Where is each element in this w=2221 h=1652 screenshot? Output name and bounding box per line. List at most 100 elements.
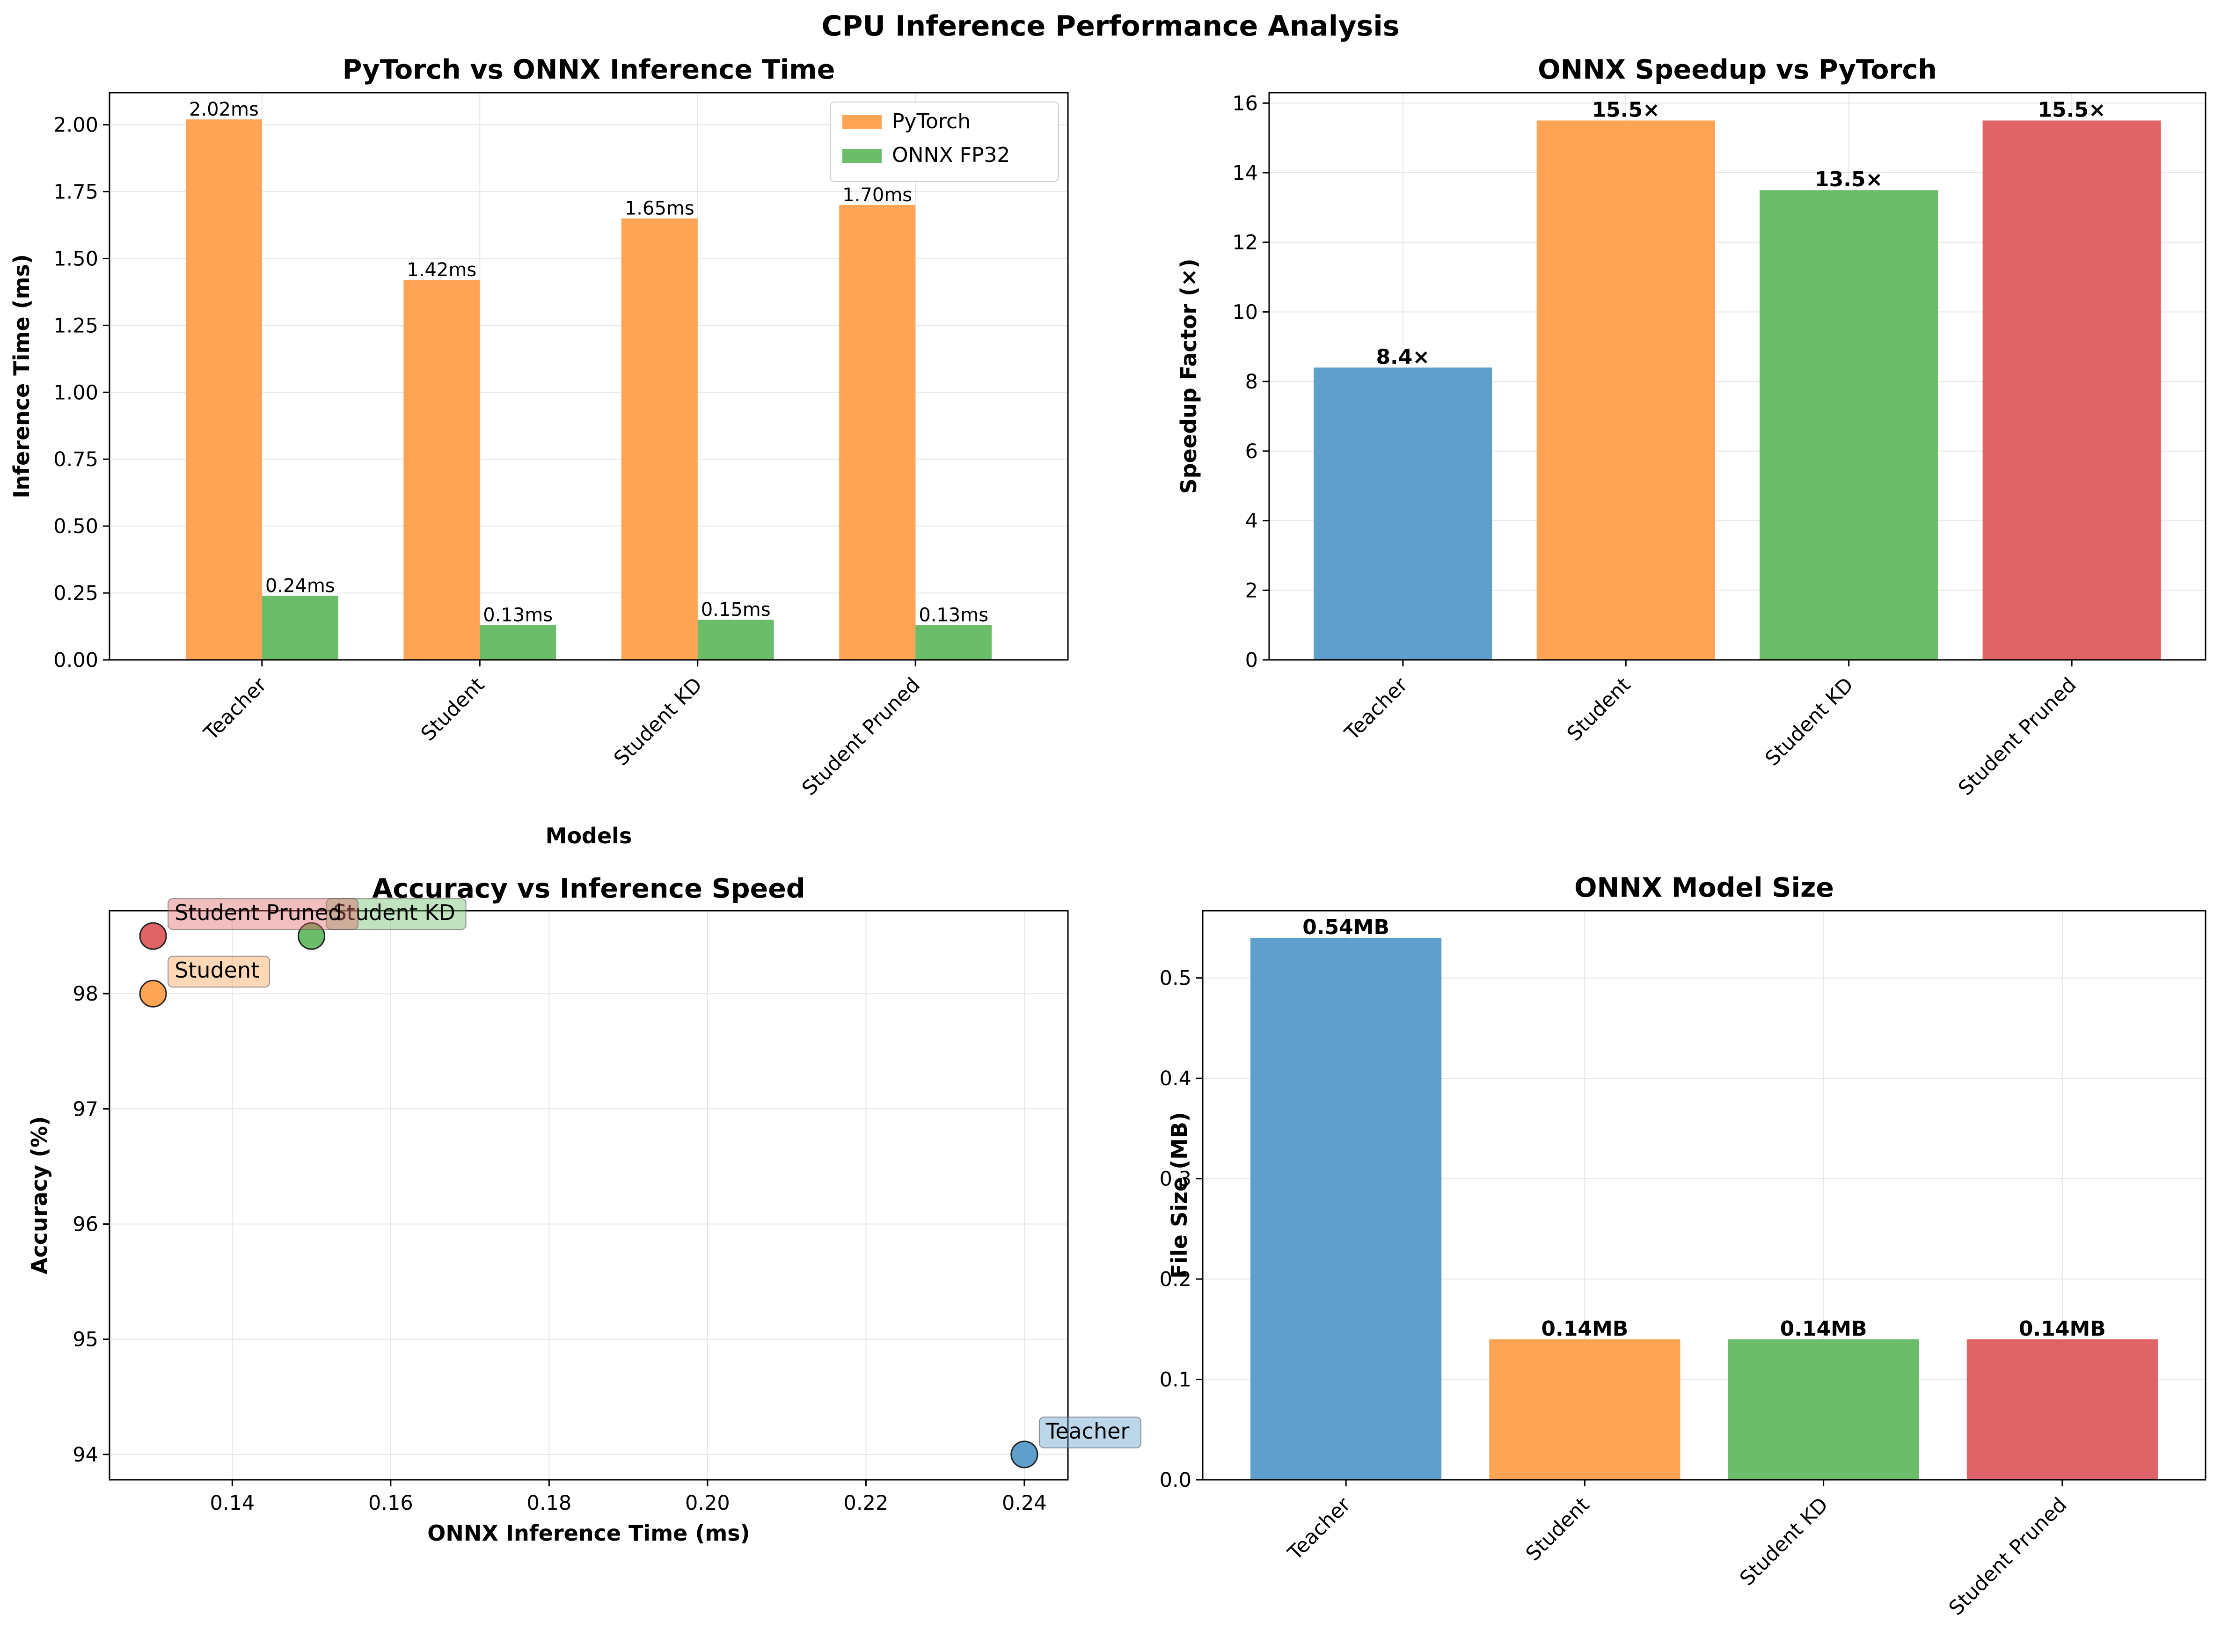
bar-value-label: 1.42ms <box>407 259 476 281</box>
y-tick-label: 0.1 <box>1160 1368 1191 1392</box>
bar-value-label: 0.15ms <box>701 599 771 621</box>
legend-frame <box>830 102 1059 182</box>
scatter-point <box>1010 1440 1038 1469</box>
bar <box>1728 1339 1919 1480</box>
point-label: Student Pruned <box>175 900 342 925</box>
bar-onnx-fp32 <box>697 620 774 660</box>
bar-value-label: 0.14MB <box>1541 1317 1628 1341</box>
chart-title: ONNX Speedup vs PyTorch <box>1538 54 1937 85</box>
bar-value-label: 15.5× <box>1592 98 1660 122</box>
x-tick-label: 0.22 <box>844 1491 889 1515</box>
y-tick-label: 14 <box>1232 161 1258 185</box>
bar <box>1760 190 1938 660</box>
bar-value-label: 1.70ms <box>842 184 912 206</box>
scatter-point <box>139 922 167 950</box>
axes-frame <box>1202 910 2206 1481</box>
chart-speedup: 0 2 4 6 8 10 12 14 16 Speedup Factor (×) 8.4× 15.5×… <box>1176 54 2206 800</box>
y-tick-label: 1.75 <box>53 181 98 204</box>
y-tick-label: 95 <box>73 1328 98 1352</box>
chart-title: Accuracy vs Inference Speed <box>372 873 805 904</box>
bar-value-label: 0.14MB <box>2019 1317 2106 1341</box>
bar-value-label: 1.65ms <box>625 198 694 219</box>
bar-value-label: 8.4× <box>1376 345 1430 369</box>
bar-pytorch <box>621 218 698 660</box>
bar <box>1489 1339 1680 1480</box>
y-tick-label: 8 <box>1245 370 1258 394</box>
bar <box>1250 937 1442 1480</box>
figure-title: CPU Inference Performance Analysis <box>822 10 1400 43</box>
axes-frame <box>109 92 1069 661</box>
bar-pytorch <box>839 205 916 660</box>
y-tick-label: 0.25 <box>53 582 98 605</box>
bar <box>1982 120 2161 660</box>
y-axis-label: Speedup Factor (×) <box>1176 259 1201 494</box>
bar-onnx-fp32 <box>915 625 992 660</box>
legend-swatch <box>842 115 882 129</box>
y-tick-label: 1.25 <box>53 314 98 337</box>
x-tick-label: 0.18 <box>526 1491 571 1515</box>
y-tick-label: 12 <box>1232 231 1258 255</box>
y-tick-label: 10 <box>1232 300 1258 324</box>
legend-entry: PyTorch <box>892 110 971 133</box>
y-axis-label: File Size (MB) <box>1167 1112 1192 1279</box>
y-tick-label: 0.75 <box>53 448 98 471</box>
bar-value-label: 13.5× <box>1815 168 1883 191</box>
bar-onnx-fp32 <box>262 595 338 660</box>
y-tick-label: 4 <box>1245 510 1258 533</box>
point-label-box <box>168 898 359 930</box>
axes-frame <box>1268 92 2206 661</box>
x-tick-label: 0.24 <box>1002 1491 1047 1515</box>
y-tick-label: 94 <box>73 1443 98 1467</box>
y-tick-label: 98 <box>73 982 98 1006</box>
bar <box>1314 367 1492 660</box>
bar-pytorch <box>185 119 262 660</box>
chart-accuracy-speed: 94 95 96 97 98 Accuracy (%) 0.14 0.16 0.18 0.20 0.… <box>27 873 1141 1546</box>
bar-pytorch <box>403 280 480 660</box>
x-axis-label: Models <box>546 823 632 848</box>
x-tick-label: 0.14 <box>210 1491 255 1515</box>
bar-value-label: 0.14MB <box>1780 1317 1867 1341</box>
bar-value-label: 0.54MB <box>1302 915 1389 939</box>
y-axis-label: Inference Time (ms) <box>9 254 34 498</box>
point-label: Student KD <box>333 900 455 925</box>
bar-value-label: 2.02ms <box>189 99 259 120</box>
legend-entry: ONNX FP32 <box>892 143 1010 167</box>
y-axis-label: Accuracy (%) <box>27 1116 52 1274</box>
x-tick-label: 0.16 <box>368 1491 413 1515</box>
y-tick-label: 0.3 <box>1160 1168 1191 1191</box>
y-tick-label: 0.4 <box>1160 1067 1191 1090</box>
bar-value-label: 15.5× <box>2038 98 2105 122</box>
y-tick-label: 0.50 <box>53 515 98 538</box>
point-label-box <box>168 956 270 988</box>
point-label: Teacher <box>1045 1418 1130 1444</box>
y-tick-label: 0.00 <box>53 649 98 672</box>
point-label: Student <box>175 958 259 983</box>
y-tick-label: 16 <box>1232 92 1258 115</box>
y-tick-label: 0 <box>1245 649 1258 672</box>
y-tick-label: 6 <box>1245 440 1258 463</box>
bar <box>1966 1339 2158 1480</box>
y-tick-label: 2 <box>1245 579 1258 602</box>
x-tick-label: 0.20 <box>685 1491 730 1515</box>
y-tick-label: 97 <box>73 1097 98 1121</box>
y-tick-label: 0.5 <box>1160 967 1191 990</box>
legend: PyTorch ONNX FP32 <box>830 102 1059 182</box>
scatter-point <box>139 980 167 1008</box>
bar-value-label: 0.13ms <box>483 605 553 626</box>
axes-frame <box>109 910 1069 1481</box>
y-tick-label: 1.00 <box>53 381 98 404</box>
y-tick-label: 1.50 <box>53 247 98 270</box>
chart-title: ONNX Model Size <box>1574 872 1834 903</box>
legend-swatch <box>842 149 882 163</box>
y-tick-label: 0.0 <box>1160 1469 1191 1492</box>
point-label-box <box>326 898 467 930</box>
bar-value-label: 0.13ms <box>919 605 988 626</box>
bar-onnx-fp32 <box>480 625 556 660</box>
x-axis-label: ONNX Inference Time (ms) <box>427 1520 750 1546</box>
bar-value-label: 0.24ms <box>265 575 335 597</box>
y-tick-label: 0.2 <box>1160 1268 1191 1291</box>
bar <box>1536 120 1715 660</box>
point-label-box <box>1038 1416 1141 1448</box>
y-tick-label: 2.00 <box>53 114 98 137</box>
